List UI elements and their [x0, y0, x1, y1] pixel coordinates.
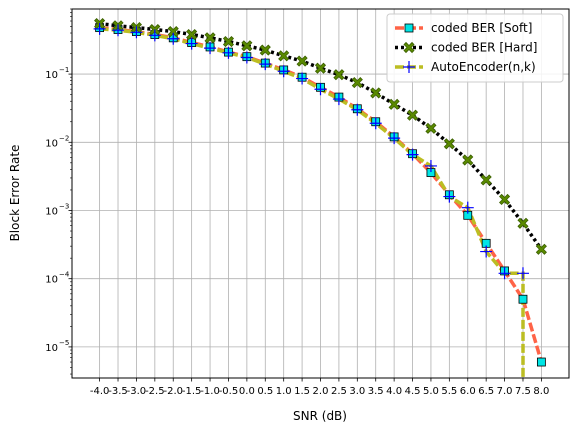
- series-2-marker: [498, 267, 511, 280]
- series-1-marker: [186, 28, 198, 41]
- x-tick-label: -3.0: [127, 386, 147, 397]
- y-tick-label: 10: [45, 70, 58, 81]
- series-1-marker: [462, 154, 474, 166]
- series-2-marker: [296, 72, 309, 85]
- series-0-marker: [518, 294, 528, 304]
- y-tick-label: 10: [45, 138, 58, 149]
- y-tick-exponent: −3: [59, 202, 69, 210]
- x-tick-label: 5.5: [441, 386, 457, 397]
- series-1-marker: [222, 35, 235, 48]
- series-1-marker: [296, 55, 308, 67]
- x-tick-label: 2.5: [331, 386, 347, 397]
- legend-label-0: coded BER [Soft]: [431, 21, 532, 35]
- series-1-marker: [314, 62, 327, 74]
- y-tick-exponent: −2: [59, 134, 69, 142]
- series-1-marker: [204, 32, 216, 44]
- series-2-marker: [369, 117, 382, 130]
- legend-marker-1: [403, 41, 415, 54]
- y-tick-exponent: −4: [59, 271, 70, 279]
- series-2-marker: [259, 58, 272, 71]
- series-2-marker: [406, 148, 419, 161]
- x-tick-label: 5.0: [423, 386, 439, 397]
- y-tick-exponent: −1: [59, 66, 69, 74]
- x-tick-label: 2.0: [313, 386, 329, 397]
- series-1-marker: [370, 87, 382, 99]
- series-2-marker: [480, 245, 493, 258]
- series-0-marker: [536, 357, 546, 367]
- series-1-marker: [259, 44, 271, 56]
- series-2-marker: [130, 26, 143, 39]
- y-axis: 10−510−410−310−210−1: [45, 8, 72, 375]
- x-tick-label: 1.0: [276, 386, 292, 397]
- x-tick-label: 4.0: [386, 386, 402, 397]
- series-2-marker: [167, 32, 180, 45]
- series-1-marker: [443, 138, 455, 150]
- legend: coded BER [Soft] coded BER [Hard] AutoEnco…: [386, 13, 564, 83]
- series-2-marker: [112, 24, 125, 37]
- series-1-marker: [499, 193, 511, 206]
- y-axis-label: Block Error Rate: [8, 145, 22, 242]
- x-tick-label: -2.5: [145, 386, 165, 397]
- series-1-marker: [333, 69, 345, 81]
- series-1-marker: [351, 77, 363, 89]
- y-tick-exponent: −5: [59, 339, 69, 347]
- y-tick-label: 10: [45, 343, 58, 354]
- legend-marker-0: [404, 23, 414, 33]
- series-2-marker: [388, 132, 401, 145]
- x-tick-label: -2.0: [163, 386, 183, 397]
- series-1-marker: [425, 122, 437, 134]
- series-1-marker: [517, 217, 529, 229]
- x-tick-label: 7.5: [515, 386, 531, 397]
- x-tick-label: 6.0: [460, 386, 476, 397]
- x-tick-label: 3.5: [368, 386, 384, 397]
- x-tick-label: -4.0: [90, 386, 110, 397]
- series-markers: [93, 18, 547, 367]
- series-2-marker: [314, 83, 327, 96]
- y-tick-label: 10: [45, 275, 58, 286]
- legend-label-1: coded BER [Hard]: [431, 41, 537, 55]
- series-2-marker: [443, 190, 456, 203]
- x-tick-label: 0.5: [257, 386, 273, 397]
- series-2-marker: [222, 46, 235, 59]
- x-tick-label: -3.5: [108, 386, 128, 397]
- x-tick-label: 0.0: [239, 386, 255, 397]
- x-tick-label: 7.0: [497, 386, 513, 397]
- series-2-marker: [148, 29, 161, 42]
- legend-marker-2: [403, 61, 415, 73]
- series-2-marker: [185, 37, 198, 50]
- series-1-marker: [480, 174, 492, 186]
- series-2-marker: [240, 51, 253, 64]
- legend-label-2: AutoEncoder(n,k): [431, 60, 536, 74]
- x-tick-label: -1.5: [182, 386, 202, 397]
- y-tick-label: 10: [45, 206, 58, 217]
- series-2-marker: [204, 42, 217, 55]
- series-1-marker: [167, 26, 179, 38]
- series-1-marker: [535, 243, 547, 255]
- x-tick-label: 8.0: [533, 386, 549, 397]
- x-tick-label: -0.5: [219, 386, 239, 397]
- series-2-marker: [461, 201, 474, 214]
- series-1-marker: [388, 98, 400, 110]
- x-tick-label: 4.5: [405, 386, 421, 397]
- x-axis: -4.0-3.5-3.0-2.5-2.0-1.5-1.0-0.5 0.0 0.5 1.…: [90, 378, 549, 397]
- series-1-marker: [241, 40, 253, 52]
- series-1-marker: [406, 109, 419, 121]
- series-2-marker: [351, 103, 364, 116]
- series-2-marker: [277, 65, 290, 78]
- series-2-marker: [424, 159, 437, 172]
- x-tick-label: -1.0: [200, 386, 220, 397]
- series-2-marker: [93, 22, 106, 35]
- series-2-marker: [332, 93, 345, 106]
- legend-box: [386, 13, 564, 83]
- series-1-marker: [278, 50, 290, 62]
- grid: [72, 9, 569, 378]
- x-tick-label: 6.5: [478, 386, 494, 397]
- x-tick-label: 1.5: [294, 386, 310, 397]
- x-tick-label: 3.0: [349, 386, 365, 397]
- series-2-marker: [516, 267, 529, 280]
- x-axis-label: SNR (dB): [293, 409, 347, 423]
